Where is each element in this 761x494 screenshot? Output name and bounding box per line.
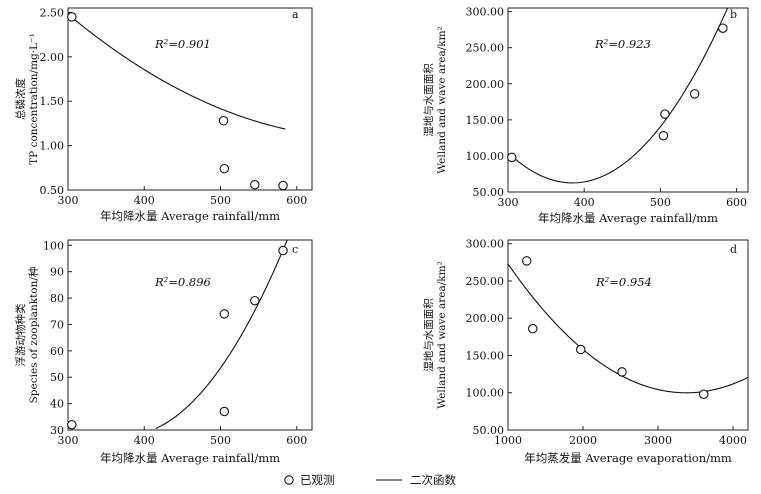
y-tick-label: 50.00 [473, 424, 505, 437]
x-tick-label: 4000 [719, 434, 747, 447]
y-tick-label: 100.00 [466, 387, 505, 400]
observed-point [67, 419, 77, 430]
y-tick-label: 80 [50, 292, 64, 305]
observed-point [658, 130, 669, 141]
plot-frame [67, 239, 313, 431]
x-axis-label: 年均降水量 Average rainfall/mm [100, 209, 280, 223]
panel-letter: a [292, 8, 299, 21]
y-tick-label: 300.00 [466, 6, 505, 19]
panel-letter: b [730, 8, 737, 21]
y-axis-label-cn: 总磷浓度 [14, 78, 27, 120]
y-tick-label: 300.00 [466, 238, 505, 251]
y-tick-label: 2.00 [40, 51, 65, 64]
y-tick-label: 100.00 [466, 150, 505, 163]
y-axis-label-en: Welland and wave area/km² [436, 26, 448, 174]
observed-point [219, 309, 230, 319]
fit-curve [511, 8, 729, 184]
y-axis-label-cn: 浮游动物种类 [14, 303, 27, 366]
fit-curve [508, 263, 748, 394]
x-tick-label: 600 [286, 434, 307, 447]
observed-point [219, 406, 230, 417]
observed-point [698, 389, 709, 399]
r-squared-label: R²=0.954 [595, 275, 652, 289]
observed-point [278, 180, 288, 191]
y-axis-label-cn: 湿地与水面面积 [422, 298, 435, 372]
panel-d: 1000 2000 3000 4000 50.00 100.00 150.00 200.00 2… [422, 238, 749, 465]
observed-point [278, 245, 288, 256]
x-tick-label: 400 [574, 196, 595, 209]
observed-point [507, 152, 517, 163]
observed-point [575, 344, 586, 355]
y-tick-label: 150.00 [466, 114, 505, 127]
observed-point [67, 12, 77, 22]
y-tick-label: 50.00 [473, 186, 505, 199]
y-tick-label: 200.00 [466, 78, 505, 91]
y-tick-label: 50 [50, 371, 64, 384]
y-tick-label: 2.50 [40, 6, 65, 19]
y-axis-label-cn: 湿地与水面面积 [422, 63, 435, 137]
observed-point [219, 163, 230, 174]
x-axis-label: 年均蒸发量 Average evaporation/mm [524, 451, 732, 465]
y-tick-label: 1.50 [40, 95, 65, 108]
y-axis-label-en: TP concentration/mg·L⁻¹ [28, 33, 40, 165]
y-tick-label: 40 [50, 398, 64, 411]
legend: 已观测 二次函数 [284, 473, 456, 487]
legend-observed-marker [284, 475, 294, 485]
y-tick-label: 150.00 [466, 349, 505, 362]
observed-point [250, 179, 260, 190]
panel-b: 300 400 500 600 50.00 100.00 150.00 200.00 250.0… [422, 6, 749, 225]
observed-point [527, 323, 538, 334]
x-tick-label: 400 [134, 194, 155, 207]
x-tick-label: 300 [498, 196, 519, 209]
panel-a: 300 400 500 600 0.50 1.00 1.50 2.00 2.50 a R²=0.90… [14, 6, 313, 223]
plot-frame [507, 7, 749, 193]
r-squared-label: R²=0.923 [594, 37, 651, 51]
x-tick-label: 300 [58, 434, 79, 447]
panel-letter: d [730, 243, 737, 256]
y-tick-label: 70 [50, 318, 64, 331]
observed-point [689, 89, 700, 99]
x-tick-label: 1000 [494, 434, 522, 447]
x-axis-label: 年均降水量 Average rainfall/mm [100, 451, 280, 465]
y-tick-label: 30 [50, 424, 64, 437]
x-tick-label: 400 [134, 434, 155, 447]
y-axis-label-en: Species of zooplankton/种 [27, 267, 40, 404]
x-axis-label: 年均降水量 Average rainfall/mm [538, 211, 718, 225]
x-tick-label: 300 [58, 194, 79, 207]
x-tick-label: 600 [286, 194, 307, 207]
observed-point [718, 23, 728, 33]
y-tick-label: 250.00 [466, 42, 505, 55]
panel-c: 300 400 500 600 30 40 50 60 70 80 90 100 c R²=0.896 年均… [14, 239, 313, 465]
legend-observed-label: 已观测 [300, 473, 335, 487]
y-tick-label: 200.00 [466, 312, 505, 325]
x-tick-label: 500 [210, 434, 231, 447]
x-tick-label: 2000 [569, 434, 597, 447]
observed-point [218, 116, 229, 126]
y-tick-label: 60 [50, 345, 64, 358]
observed-point [521, 256, 532, 266]
fit-curve [155, 240, 288, 429]
observed-point [617, 367, 627, 377]
x-tick-label: 600 [726, 196, 747, 209]
fit-curve [69, 15, 286, 130]
x-tick-label: 3000 [644, 434, 672, 447]
y-axis-label-en: Welland and wave area/km² [436, 261, 448, 409]
r-squared-label: R²=0.901 [154, 37, 211, 51]
y-tick-label: 100 [43, 239, 64, 252]
panel-letter: c [292, 243, 298, 256]
y-tick-label: 250.00 [466, 275, 505, 288]
legend-fit-label: 二次函数 [410, 473, 456, 487]
observed-point [660, 109, 670, 119]
y-tick-label: 0.50 [40, 184, 65, 197]
plot-frame [67, 7, 313, 191]
x-tick-label: 500 [650, 196, 671, 209]
r-squared-label: R²=0.896 [154, 275, 211, 289]
y-tick-label: 1.00 [40, 140, 65, 153]
y-tick-label: 90 [50, 266, 64, 279]
plot-frame [507, 239, 749, 431]
observed-point [250, 295, 260, 306]
x-tick-label: 500 [210, 194, 231, 207]
